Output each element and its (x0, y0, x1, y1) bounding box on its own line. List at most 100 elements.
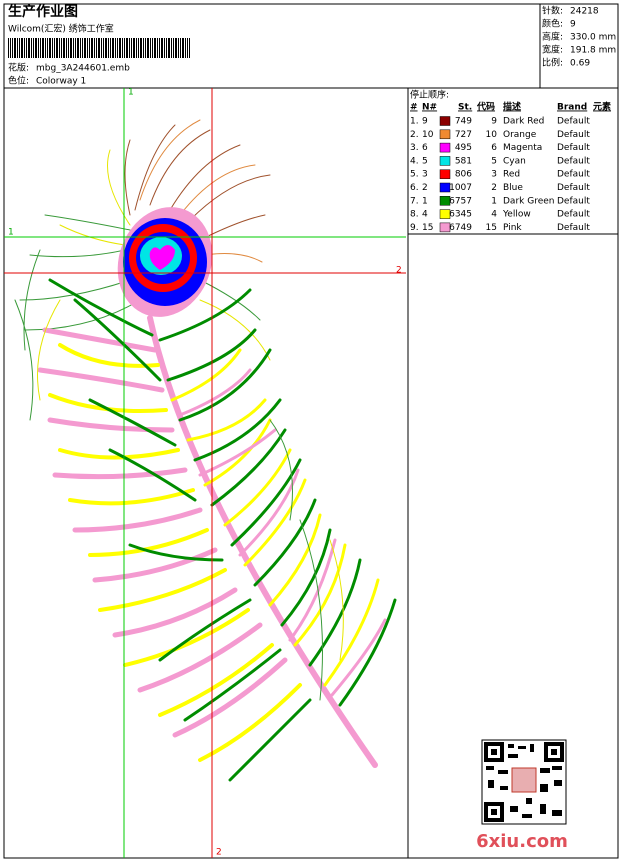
stat-label: 高度: (542, 31, 563, 43)
code: 3 (491, 170, 497, 180)
stat-label: 宽度: (542, 44, 563, 56)
needle: 10 (422, 130, 434, 140)
stitches: 727 (455, 130, 472, 140)
stat-value: 9 (570, 20, 576, 30)
code: 4 (491, 210, 497, 220)
stat-label: 针数: (542, 5, 563, 17)
description: Blue (503, 183, 523, 193)
stop-table: # N# St. 代码 描述 Brand 元素1. 9 749 9 Dark Red Default2… (410, 101, 611, 233)
description: Dark Green (503, 196, 554, 206)
stop: 8. (410, 210, 419, 220)
brand: Default (557, 183, 590, 193)
description: Magenta (503, 143, 542, 153)
guide-label: 1 (8, 228, 14, 238)
qr-code (481, 739, 567, 825)
color-swatch (439, 129, 451, 140)
color-swatch (439, 182, 451, 193)
code: 5 (491, 156, 497, 166)
brand: Default (557, 143, 590, 153)
needle: 1 (422, 196, 428, 206)
brand: Default (557, 156, 590, 166)
stop: 2. (410, 130, 419, 140)
description: Yellow (502, 210, 531, 220)
guide-label: 1 (128, 88, 134, 98)
stop: 5. (410, 170, 419, 180)
guide-label: 2 (396, 266, 402, 276)
code: 6 (491, 143, 497, 153)
colorway-label: 色位: (8, 75, 29, 87)
stitches: 6749 (449, 223, 472, 233)
stat-value: 0.69 (570, 59, 590, 69)
needle: 9 (422, 117, 428, 127)
brand: Default (557, 117, 590, 127)
code: 9 (491, 117, 497, 127)
description: Orange (503, 130, 537, 140)
color-swatch (439, 196, 451, 206)
needle: 15 (422, 223, 433, 233)
stitches: 749 (455, 117, 472, 127)
code: 1 (491, 196, 497, 206)
stat-label: 颜色: (542, 18, 563, 30)
description: Pink (503, 223, 522, 233)
column-header: Brand (557, 103, 587, 113)
stop: 4. (410, 156, 419, 166)
stitches: 581 (455, 156, 472, 166)
stop: 3. (410, 143, 419, 153)
brand: Default (557, 130, 590, 140)
description: Red (503, 170, 520, 180)
brand: Default (557, 196, 590, 206)
color-swatch (439, 156, 451, 166)
design-label: 花版: (8, 62, 29, 74)
column-header: N# (422, 103, 437, 113)
color-swatch (439, 209, 451, 219)
color-swatch (439, 222, 451, 233)
brand: Default (557, 223, 590, 233)
watermark: 6xiu.com (476, 831, 568, 852)
stat-value: 191.8 mm (570, 46, 616, 56)
company: Wilcom(汇宏) 绣饰工作室 (8, 23, 114, 35)
color-swatch (439, 116, 451, 126)
stat-value: 330.0 mm (570, 33, 616, 43)
stitches: 6345 (449, 210, 472, 220)
design-file: mbg_3A244601.emb (36, 64, 130, 74)
needle: 6 (422, 143, 428, 153)
title: 生产作业图 (8, 3, 78, 20)
description: Dark Red (503, 117, 544, 127)
stop: 7. (410, 196, 419, 206)
stitches: 806 (455, 170, 472, 180)
code: 15 (486, 223, 497, 233)
stat-value: 24218 (570, 7, 599, 17)
code: 2 (491, 183, 497, 193)
peacock-eye (117, 207, 213, 317)
guide-label: 2 (216, 848, 222, 858)
stitches: 6757 (449, 196, 472, 206)
stop: 9. (410, 223, 419, 233)
table-title: 停止顺序: (410, 89, 449, 101)
stop: 6. (410, 183, 419, 193)
stop: 1. (410, 117, 419, 127)
barcode (8, 38, 190, 58)
stats: 针数: 24218 颜色: 9 高度: 330.0 mm 宽度: 191.8 mm 比例: 0.6… (542, 5, 616, 69)
needle: 5 (422, 156, 428, 166)
column-header: 代码 (476, 101, 495, 113)
brand: Default (557, 170, 590, 180)
description: Cyan (503, 156, 526, 166)
color-swatch (439, 142, 451, 153)
needle: 3 (422, 170, 428, 180)
column-header: # (410, 103, 418, 113)
feather-design (14, 119, 397, 782)
column-header: 描述 (503, 101, 521, 113)
stitches: 1007 (449, 183, 472, 193)
stitches: 495 (455, 143, 472, 153)
code: 10 (486, 130, 498, 140)
color-swatch (439, 169, 451, 179)
needle: 2 (422, 183, 428, 193)
column-header: 元素 (593, 101, 611, 113)
stat-label: 比例: (542, 57, 563, 69)
brand: Default (557, 210, 590, 220)
needle: 4 (422, 210, 428, 220)
column-header: St. (458, 103, 472, 113)
colorway: Colorway 1 (36, 77, 86, 87)
page-border (3, 3, 619, 859)
